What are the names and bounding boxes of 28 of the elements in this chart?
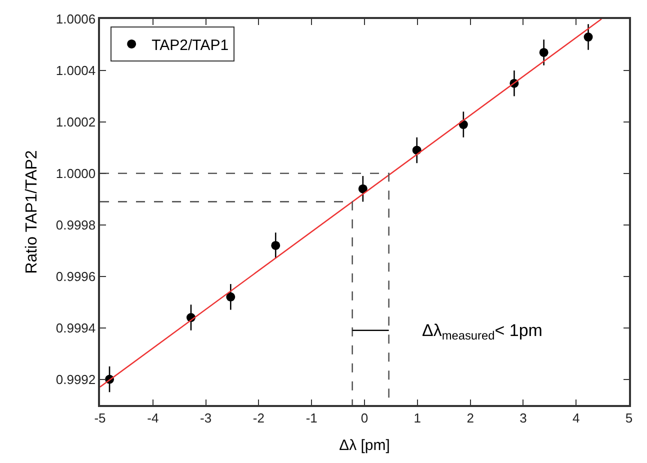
point xyxy=(539,48,548,57)
x-tick-label: 0 xyxy=(360,410,368,426)
x-tick-label: -3 xyxy=(200,410,212,426)
point xyxy=(584,32,593,42)
x-tick-label: 3 xyxy=(520,410,527,426)
y-tick-label: 0.9996 xyxy=(56,268,96,284)
x-axis-title: Δλ [pm] xyxy=(339,436,390,454)
y-tick-label: 1.0004 xyxy=(56,63,96,78)
x-tick-label: 1 xyxy=(414,410,422,426)
y-tick-label: 1.0000 xyxy=(56,166,96,181)
point xyxy=(358,184,368,194)
y-tick-label: 1.0006 xyxy=(56,12,96,27)
point xyxy=(226,292,236,302)
y-tick-label: 0.9994 xyxy=(56,320,96,336)
x-tick-label: -5 xyxy=(94,410,106,426)
point xyxy=(271,240,280,250)
legend-label: TAP2/TAP1 xyxy=(152,36,229,54)
x-tick-label: -2 xyxy=(252,410,264,426)
y-tick-label: 0.9992 xyxy=(56,372,96,387)
y-axis-title: Ratio TAP1/TAP2 xyxy=(23,150,40,274)
x-tick-label: 4 xyxy=(572,410,580,426)
y-tick-label: 0.9998 xyxy=(56,217,96,232)
annotation: Δλ$_{measured}$< 1pm xyxy=(422,321,542,343)
x-tick-label: -1 xyxy=(306,410,318,426)
x-tick-label: 5 xyxy=(625,410,633,426)
x-tick-label: 2 xyxy=(466,410,474,426)
y-tick-label: 1.0002 xyxy=(56,114,96,130)
x-tick-label: -4 xyxy=(147,410,159,426)
